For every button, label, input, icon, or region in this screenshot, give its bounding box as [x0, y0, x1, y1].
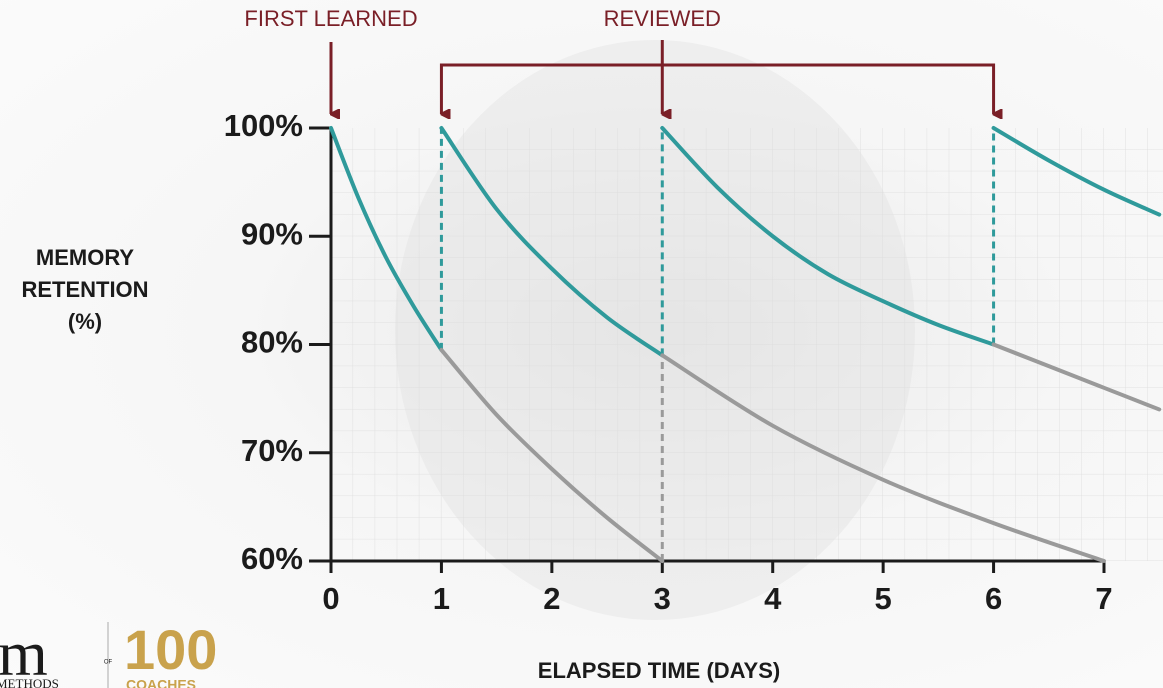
- x-tick-label: 4: [764, 581, 782, 616]
- logo-of: OF: [104, 660, 113, 666]
- x-tick-label: 5: [875, 581, 892, 616]
- y-axis-label: MEMORY RETENTION (%): [21, 245, 149, 334]
- logo-name: 100: [124, 618, 217, 681]
- logo: m METHODS OF 100 COACHES: [0, 618, 217, 688]
- curve: [439, 126, 665, 358]
- y-tick-label: 90%: [241, 216, 303, 251]
- logo-mark: m: [0, 618, 48, 688]
- curve: [660, 126, 996, 347]
- curve: [439, 347, 665, 563]
- x-tick-label: 3: [654, 581, 671, 616]
- logo-sub: METHODS: [0, 676, 59, 688]
- grid-pattern: [331, 128, 1163, 561]
- x-tick-label: 2: [543, 581, 560, 616]
- curve: [660, 353, 1106, 563]
- curve: [329, 126, 444, 352]
- x-tick-label: 0: [322, 581, 339, 616]
- logo-name-sub: COACHES: [126, 677, 196, 688]
- y-tick-label: 100%: [224, 108, 303, 143]
- curve: [991, 126, 1162, 217]
- curve: [991, 342, 1162, 412]
- y-tick-label: 60%: [241, 541, 303, 576]
- y-tick-label: 80%: [241, 325, 303, 360]
- x-tick-label: 6: [985, 581, 1002, 616]
- x-axis-label: ELAPSED TIME (DAYS): [538, 658, 780, 683]
- annotation-label: FIRST LEARNED: [244, 6, 417, 31]
- x-tick-label: 1: [433, 581, 450, 616]
- annotation-label: REVIEWED: [604, 6, 721, 31]
- y-tick-label: 70%: [241, 433, 303, 468]
- x-tick-label: 7: [1095, 581, 1112, 616]
